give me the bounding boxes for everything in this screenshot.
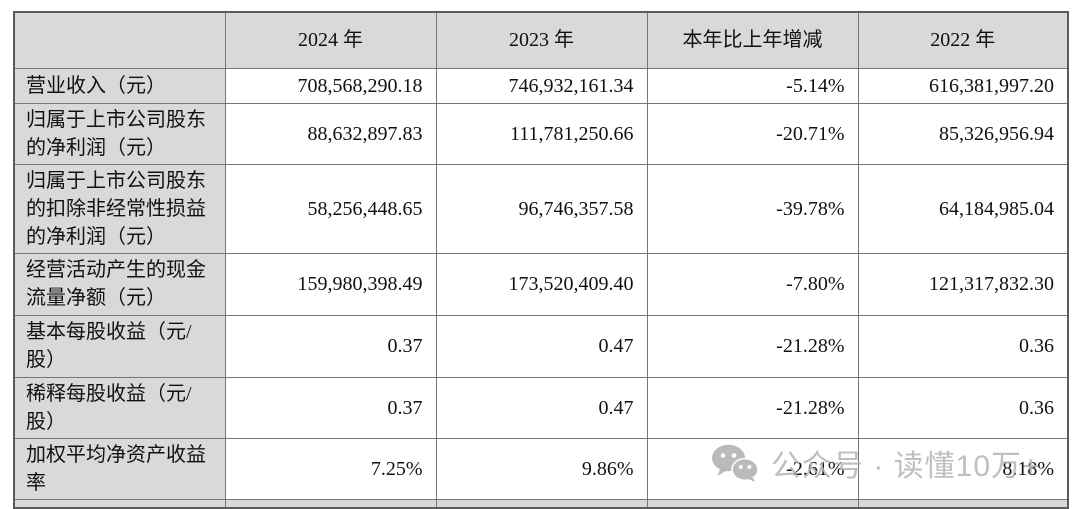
table-row-operating-cash-flow: 经营活动产生的现金流量净额（元） 159,980,398.49 173,520,… xyxy=(13,252,1069,316)
cell-2024: 88,632,897.83 xyxy=(224,102,437,165)
cell-2024: 0.37 xyxy=(224,314,437,378)
cell-2023: 9.86% xyxy=(435,437,648,500)
cell-2022: 121,317,832.30 xyxy=(857,252,1069,316)
header-cell-yoy-change: 本年比上年增减 xyxy=(646,11,859,69)
table-row-diluted-eps: 稀释每股收益（元/股） 0.37 0.47 -21.28% 0.36 xyxy=(13,376,1069,439)
cell-2023: 173,520,409.40 xyxy=(435,252,648,316)
header-cell-blank xyxy=(13,11,226,69)
cell-2023: 746,932,161.34 xyxy=(435,67,648,104)
cell-2024: 159,980,398.49 xyxy=(224,252,437,316)
cell-yoy-change: -7.80% xyxy=(646,252,859,316)
cell-2024: 58,256,448.65 xyxy=(224,163,437,254)
cell-yoy-change: -21.28% xyxy=(646,376,859,439)
cell-2022: 0.36 xyxy=(857,314,1069,378)
row-label: 稀释每股收益（元/股） xyxy=(13,376,226,439)
row-label: 归属于上市公司股东的扣除非经常性损益的净利润（元） xyxy=(13,163,226,254)
table-row-net-profit: 归属于上市公司股东的净利润（元） 88,632,897.83 111,781,2… xyxy=(13,102,1069,165)
cell-2022: 0.36 xyxy=(857,376,1069,439)
cell-yoy-change: -39.78% xyxy=(646,163,859,254)
cell-2023: 111,781,250.66 xyxy=(435,102,648,165)
table-row-weighted-avg-roe: 加权平均净资产收益率 7.25% 9.86% -2.61% 8.18% xyxy=(13,437,1069,500)
header-cell-2022: 2022 年 xyxy=(857,11,1069,69)
row-label: 加权平均净资产收益率 xyxy=(13,437,226,500)
cell-2023: 0.47 xyxy=(435,376,648,439)
cell-2022: 64,184,985.04 xyxy=(857,163,1069,254)
table-row-cutoff xyxy=(13,498,1069,508)
cell-yoy-change: -5.14% xyxy=(646,67,859,104)
table-row-revenue: 营业收入（元） 708,568,290.18 746,932,161.34 -5… xyxy=(13,67,1069,104)
row-label: 经营活动产生的现金流量净额（元） xyxy=(13,252,226,316)
header-cell-2023: 2023 年 xyxy=(435,11,648,69)
cell-yoy-change: -21.28% xyxy=(646,314,859,378)
cell-2024: 0.37 xyxy=(224,376,437,439)
row-label: 营业收入（元） xyxy=(13,67,226,104)
header-cell-2024: 2024 年 xyxy=(224,11,437,69)
cell-yoy-change: -20.71% xyxy=(646,102,859,165)
cell-2023: 96,746,357.58 xyxy=(435,163,648,254)
cell-2022: 85,326,956.94 xyxy=(857,102,1069,165)
financial-summary-table: 2024 年 2023 年 本年比上年增减 2022 年 营业收入（元） 708… xyxy=(13,11,1069,509)
cell-2022: 8.18% xyxy=(857,437,1069,500)
cell-2022: 616,381,997.20 xyxy=(857,67,1069,104)
cell-yoy-change: -2.61% xyxy=(646,437,859,500)
header-row: 2024 年 2023 年 本年比上年增减 2022 年 xyxy=(13,11,1069,69)
cell-2024: 7.25% xyxy=(224,437,437,500)
row-label: 基本每股收益（元/股） xyxy=(13,314,226,378)
row-label: 归属于上市公司股东的净利润（元） xyxy=(13,102,226,165)
cell-2023: 0.47 xyxy=(435,314,648,378)
table-row-net-profit-excl-nonrecurring: 归属于上市公司股东的扣除非经常性损益的净利润（元） 58,256,448.65 … xyxy=(13,163,1069,254)
cell-2024: 708,568,290.18 xyxy=(224,67,437,104)
table-row-basic-eps: 基本每股收益（元/股） 0.37 0.47 -21.28% 0.36 xyxy=(13,314,1069,378)
